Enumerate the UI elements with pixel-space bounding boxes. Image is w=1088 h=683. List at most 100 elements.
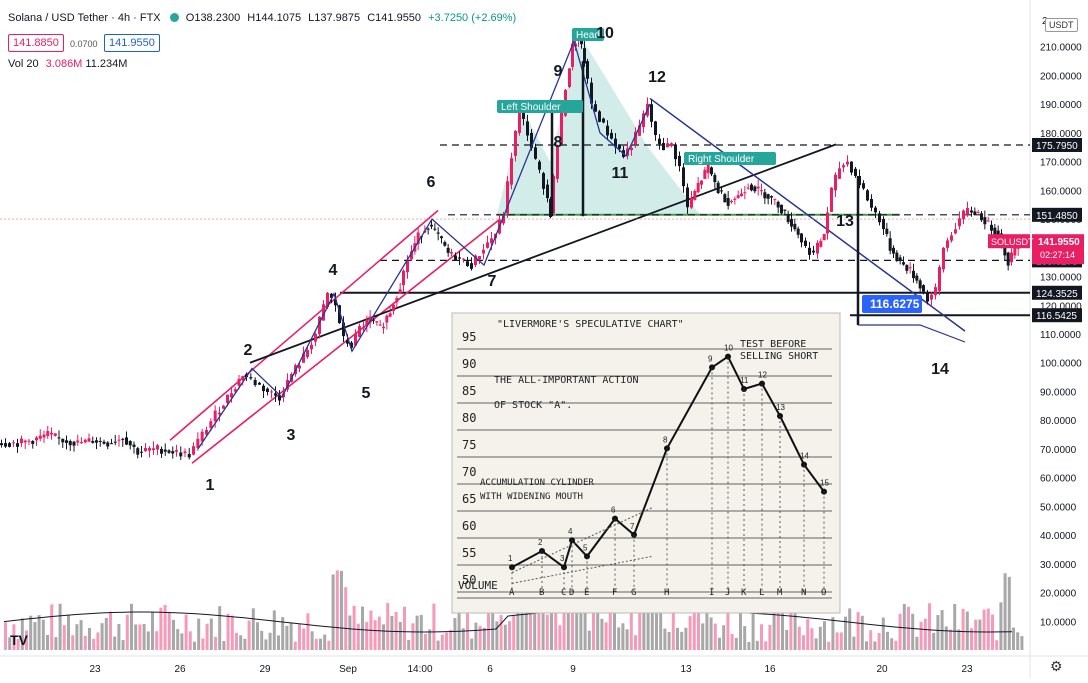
- candle-body: [902, 262, 905, 265]
- candle-body: [80, 442, 83, 444]
- volume-bar: [701, 623, 705, 650]
- candle-body: [542, 173, 545, 189]
- volume-bar: [331, 574, 335, 650]
- candle-body: [175, 450, 178, 452]
- candle-body: [743, 192, 747, 194]
- volume-bar: [890, 638, 894, 650]
- candle-body: [763, 192, 767, 199]
- candle-body: [610, 132, 613, 139]
- wave-path: [197, 38, 651, 450]
- price-tick-label: 200.0000: [1040, 71, 1082, 82]
- candle-body: [618, 144, 621, 149]
- time-tick-label: 20: [876, 664, 888, 675]
- volume-bar: [928, 603, 931, 650]
- wave-number-label: 6: [427, 174, 436, 191]
- candle-body: [482, 249, 485, 254]
- volume-bar: [629, 586, 633, 650]
- volume-bar: [944, 626, 948, 650]
- volume-bar: [121, 640, 125, 650]
- price-tick-label: 210.0000: [1040, 43, 1082, 54]
- volume-bar: [33, 622, 37, 650]
- candle-body: [388, 313, 392, 317]
- candle-body: [706, 164, 710, 174]
- resistance-trendline: [649, 97, 966, 332]
- candle-body: [458, 257, 461, 259]
- wave-number-label: 12: [648, 69, 666, 86]
- candle-body: [446, 247, 450, 253]
- inset-point-label: 14: [800, 452, 809, 461]
- candle-body: [970, 210, 973, 213]
- inset-letter-label: G: [631, 588, 636, 598]
- candle-body: [368, 316, 372, 323]
- volume-bar: [348, 615, 352, 650]
- candle-body: [358, 326, 361, 337]
- candle-body: [218, 412, 221, 415]
- candle-body: [330, 293, 333, 298]
- volume-bar: [621, 623, 625, 650]
- candle-body: [946, 240, 949, 248]
- candle-body: [716, 182, 720, 194]
- candle-body: [796, 228, 800, 235]
- candle-body: [983, 217, 987, 225]
- volume-bar: [852, 636, 856, 650]
- candle-body: [642, 113, 645, 128]
- candle-body: [586, 61, 589, 79]
- price-level-badge: [1032, 137, 1082, 152]
- candle-body: [262, 385, 265, 392]
- volume-bar: [865, 641, 868, 650]
- volume-bar: [407, 639, 411, 650]
- volume-bar: [844, 616, 847, 650]
- candle-body: [830, 187, 833, 212]
- candle-body: [980, 213, 983, 221]
- sell-price-button[interactable]: 141.8850: [8, 34, 64, 52]
- wave-number-label: 8: [554, 134, 563, 151]
- volume-bar: [403, 606, 406, 650]
- inset-letter-label: A: [509, 588, 515, 598]
- volume-bar: [705, 610, 709, 650]
- volume-bar: [176, 629, 180, 650]
- wave-number-label: 10: [596, 25, 614, 42]
- candle-body: [854, 168, 857, 176]
- volume-bar: [999, 602, 1003, 650]
- candle-body: [372, 319, 375, 321]
- candle-body: [375, 321, 379, 323]
- volume-bar: [709, 617, 713, 650]
- candle-body: [454, 255, 457, 261]
- volume-bar: [911, 613, 915, 650]
- volume-bar: [457, 608, 461, 650]
- volume-bar: [243, 638, 247, 650]
- inset-level-label: 60: [462, 519, 476, 533]
- candle-body: [874, 207, 877, 213]
- volume-bar: [344, 587, 348, 650]
- candle-body: [598, 111, 601, 122]
- volume-bar: [71, 635, 75, 650]
- candle-body: [342, 322, 345, 337]
- tradingview-logo-icon: TV: [10, 632, 28, 648]
- inset-letter-label: I: [709, 588, 714, 598]
- price-level-label: 116.5425: [1036, 311, 1077, 322]
- candle-body: [406, 260, 409, 273]
- candle-body: [466, 261, 469, 267]
- volume-bar: [726, 610, 730, 650]
- candle-body: [819, 240, 823, 247]
- candle-body: [834, 174, 837, 191]
- symbol-title[interactable]: Solana / USD Tether · 4h · FTX: [8, 12, 161, 24]
- buy-price-button[interactable]: 141.9550: [104, 34, 160, 52]
- candle-body: [590, 82, 593, 104]
- volume-bar: [356, 623, 360, 650]
- inset-point-label: 8: [663, 435, 668, 444]
- currency-button[interactable]: USDT: [1045, 18, 1078, 32]
- candle-body: [378, 324, 382, 326]
- candle-body: [50, 432, 53, 435]
- inset-point-label: 11: [740, 376, 749, 385]
- inset-level-label: 75: [462, 438, 476, 452]
- candle-body: [766, 194, 770, 199]
- volume-bar: [965, 611, 969, 650]
- candle-body: [385, 315, 389, 323]
- pattern-label: Left Shoulder: [501, 102, 561, 113]
- candle-body: [826, 212, 829, 234]
- candle-body: [436, 232, 440, 234]
- gear-icon[interactable]: ⚙: [1050, 658, 1063, 674]
